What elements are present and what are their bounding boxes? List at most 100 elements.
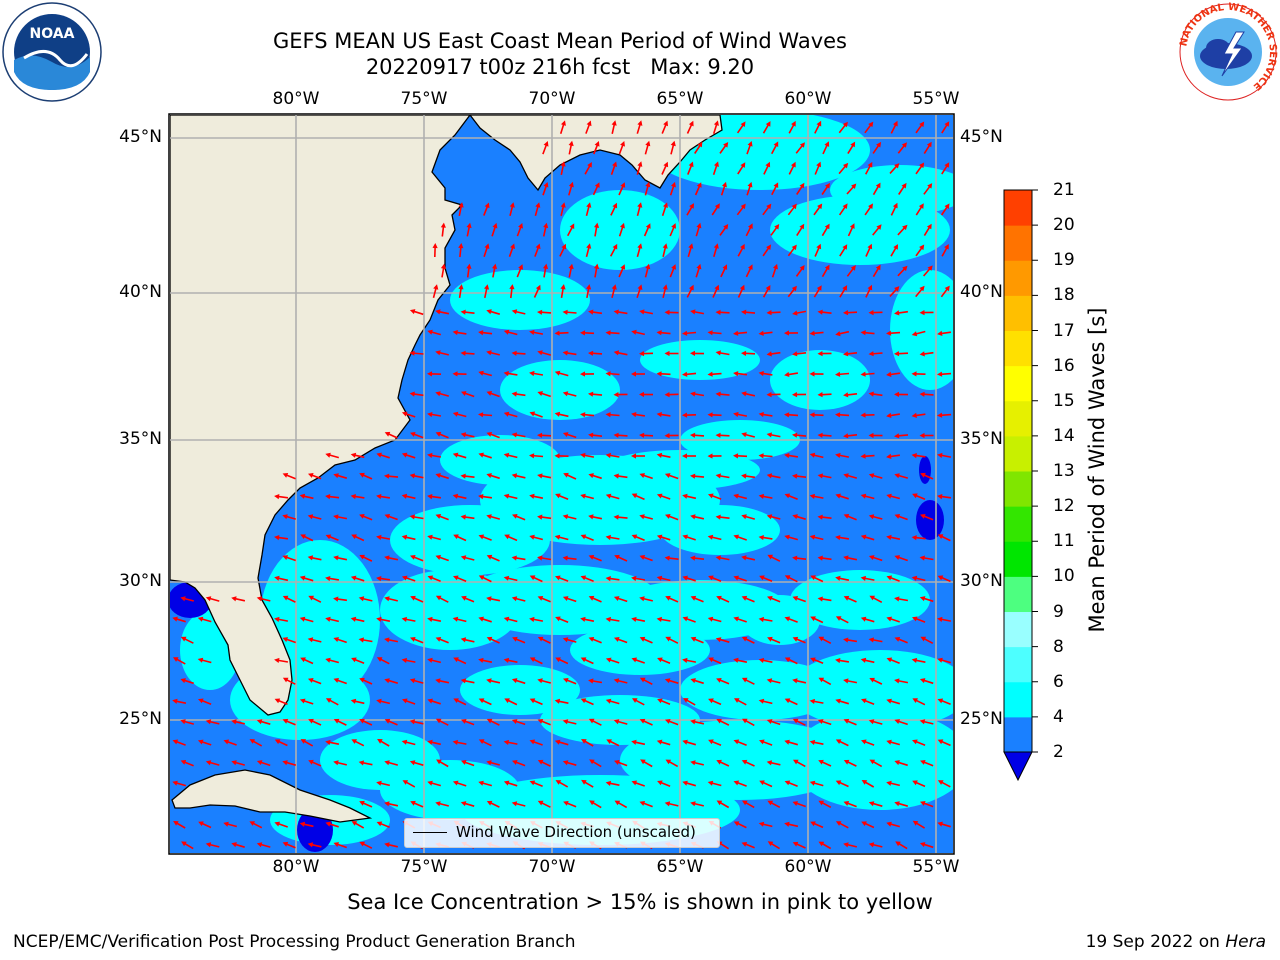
wave-direction-arrow	[350, 452, 365, 459]
lon-tick-label: 60°W	[784, 89, 832, 109]
lon-tick-label: 80°W	[272, 857, 320, 877]
wave-direction-arrow	[581, 779, 594, 788]
wave-direction-arrow	[716, 759, 730, 767]
wave-direction-arrow	[733, 371, 748, 377]
wave-direction-arrow	[537, 391, 551, 398]
wave-direction-arrow	[231, 760, 246, 766]
wave-direction-arrow	[584, 162, 592, 175]
wave-direction-arrow	[588, 514, 603, 520]
wave-direction-arrow	[868, 842, 883, 848]
wave-direction-arrow	[937, 494, 952, 500]
wave-direction-arrow	[478, 575, 492, 583]
wave-direction-arrow	[787, 203, 797, 216]
wave-direction-arrow	[843, 514, 857, 521]
wave-direction-arrow	[682, 739, 697, 746]
wave-direction-arrow	[299, 616, 314, 623]
wave-direction-arrow	[707, 412, 722, 418]
wave-direction-arrow	[813, 285, 822, 298]
wave-direction-arrow	[657, 698, 671, 706]
wave-direction-arrow	[401, 534, 416, 541]
colorbar-band	[1004, 716, 1032, 753]
wave-direction-arrow	[384, 555, 399, 561]
wave-direction-arrow	[511, 473, 526, 479]
wave-direction-arrow	[350, 698, 365, 705]
wave-direction-arrow	[529, 329, 544, 335]
wave-direction-arrow	[529, 575, 543, 583]
wave-direction-arrow	[639, 718, 653, 726]
wave-direction-arrow	[307, 514, 322, 520]
wave-direction-arrow	[846, 265, 856, 277]
wave-direction-arrow	[478, 330, 493, 336]
wave-direction-arrow	[758, 453, 773, 459]
wave-direction-arrow	[358, 596, 373, 602]
wave-direction-arrow	[435, 473, 449, 480]
wave-direction-arrow	[682, 453, 696, 459]
wave-direction-arrow	[890, 244, 898, 257]
wave-direction-arrow	[792, 678, 807, 684]
wave-direction-arrow	[588, 391, 603, 397]
wave-direction-arrow	[376, 576, 391, 582]
colorbar-tick-label: 13	[1053, 461, 1075, 481]
wave-direction-arrow	[427, 616, 442, 622]
colorbar-band	[1004, 506, 1032, 542]
wave-direction-arrow	[817, 555, 832, 561]
wave-direction-arrow	[898, 182, 907, 195]
wave-direction-arrow	[636, 120, 643, 134]
wave-direction-arrow	[333, 760, 347, 766]
wave-direction-arrow	[588, 309, 603, 315]
wave-direction-arrow	[920, 760, 934, 767]
wave-direction-arrow	[745, 223, 753, 237]
wave-direction-arrow	[376, 494, 391, 500]
wave-direction-arrow	[809, 493, 824, 499]
wave-direction-arrow	[409, 719, 424, 725]
wave-direction-arrow	[860, 371, 875, 377]
wave-direction-arrow	[795, 265, 805, 277]
wave-direction-arrow	[562, 514, 577, 520]
wave-direction-arrow	[605, 576, 620, 582]
wave-direction-arrow	[453, 534, 467, 542]
wave-direction-arrow	[741, 514, 756, 520]
lon-tick-label: 65°W	[656, 857, 704, 877]
wave-direction-arrow	[911, 575, 926, 582]
wave-direction-arrow	[503, 616, 518, 623]
nws-logo: NATIONAL WEATHER SERVICE	[1178, 2, 1278, 101]
wave-direction-arrow	[580, 452, 595, 458]
wave-direction-arrow	[333, 842, 347, 849]
wave-direction-arrow	[733, 411, 748, 417]
wave-direction-arrow	[503, 452, 518, 459]
lat-tick-label: 25°N	[960, 709, 1003, 729]
colorbar-tick-label: 4	[1053, 706, 1064, 727]
map-legend: Wind Wave Direction (unscaled)	[404, 818, 720, 848]
wave-direction-arrow	[664, 392, 679, 398]
wave-direction-arrow	[741, 473, 756, 479]
wave-direction-arrow	[542, 141, 549, 155]
wave-direction-arrow	[511, 719, 526, 726]
wave-direction-arrow	[173, 657, 186, 665]
wave-direction-arrow	[351, 534, 365, 542]
legend-line-sample	[413, 832, 447, 833]
wave-direction-arrow	[912, 493, 926, 501]
wave-direction-arrow	[941, 162, 950, 175]
wave-direction-arrow	[491, 222, 498, 237]
wave-direction-arrow	[843, 433, 858, 439]
wave-direction-arrow	[198, 698, 212, 705]
wave-direction-arrow	[427, 698, 441, 705]
wave-direction-arrow	[690, 760, 704, 766]
wave-direction-arrow	[560, 202, 566, 216]
wave-direction-arrow	[427, 329, 442, 336]
colorbar-tick-label: 6	[1053, 671, 1064, 692]
wave-direction-arrow	[594, 222, 600, 237]
wave-direction-arrow	[817, 514, 832, 520]
wave-direction-arrow	[359, 718, 373, 726]
short-period-patch	[660, 505, 780, 555]
wave-direction-arrow	[427, 739, 441, 746]
colorbar-band	[1004, 260, 1032, 296]
wave-direction-arrow	[767, 636, 781, 644]
wave-direction-arrow	[613, 678, 628, 684]
wave-direction-arrow	[915, 285, 925, 298]
wave-direction-arrow	[486, 678, 501, 684]
wave-direction-arrow	[511, 432, 526, 438]
wave-direction-arrow	[868, 432, 883, 439]
wave-direction-arrow	[581, 739, 594, 747]
wave-direction-arrow	[719, 224, 729, 236]
